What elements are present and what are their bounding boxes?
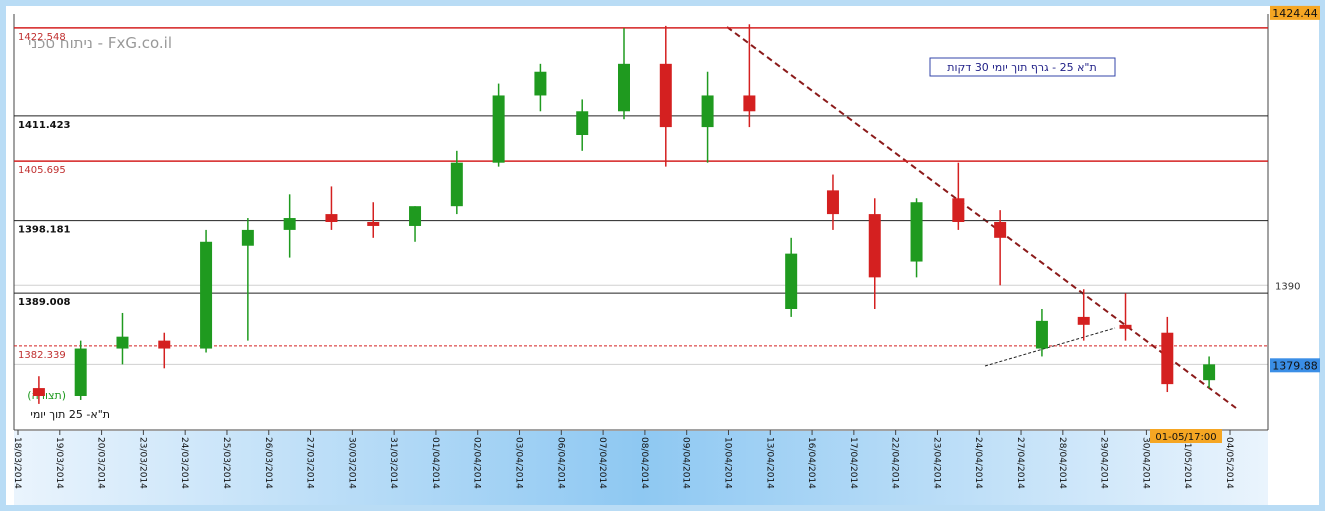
candle-body [241,229,254,246]
candle-body [367,222,380,226]
level-label: 1382.339 [18,350,66,361]
x-tick-label: 04/05/2014 [1224,437,1234,489]
x-tick-label: 01/04/2014 [430,437,440,489]
candle-body [826,190,839,215]
x-tick-label: 13/04/2014 [764,437,774,489]
level-label: 1411.423 [18,120,71,131]
candle-body [409,206,422,226]
chart-title: ת"א 25 - גרף תוך יומי 30 דקות [947,61,1096,74]
x-tick-label: 29/04/2014 [1099,437,1109,489]
cursor-box [1150,429,1222,443]
candle-body [32,388,45,396]
candle-body [868,214,881,278]
x-tick-label: 20/03/2014 [96,437,106,489]
x-tick-label: 09/04/2014 [681,437,691,489]
watermark: ניתוח טכני - FxG.co.il [28,34,172,52]
x-tick-label: 28/04/2014 [1057,437,1067,489]
candle-body [1035,320,1048,349]
x-tick-label: 19/03/2014 [54,437,64,489]
x-tick-label: 23/04/2014 [931,437,941,489]
cursor-label: 01-05/17:00 [1155,432,1216,443]
candle-body [1119,324,1132,329]
x-tick-label: 06/04/2014 [555,437,565,489]
candle-body [576,111,589,136]
candle-body [534,71,547,96]
candle-body [325,214,338,222]
level-label: 1422.548 [18,32,66,43]
trend-line [726,26,1237,409]
candle-body [283,218,296,230]
x-tick-label: 01/05/2014 [1182,437,1192,489]
candle-body [743,95,756,112]
candle-body [910,202,923,262]
level-label: 1389.008 [18,297,71,308]
x-axis-band [14,431,1268,505]
x-tick-label: 27/04/2014 [1015,437,1025,489]
candle-body [618,63,630,112]
level-label: 1398.181 [18,225,71,236]
x-tick-label: 26/03/2014 [263,437,273,489]
candle-body [158,340,171,349]
x-tick-label: 31/03/2014 [388,437,398,489]
x-tick-label: 10/04/2014 [722,437,732,489]
x-tick-label: 24/04/2014 [973,437,983,489]
x-tick-label: 25/03/2014 [221,437,231,489]
candle-body [200,241,213,349]
x-tick-label: 16/04/2014 [806,437,816,489]
candle-body [952,198,965,222]
x-tick-label: 02/04/2014 [472,437,482,489]
candle-body [994,222,1007,238]
x-tick-label: 22/04/2014 [890,437,900,489]
candle-body [785,253,798,309]
price-marker-label: 1379.88 [1272,359,1318,372]
candle-body [116,336,129,349]
instrument-label: ת"א- 25 תוך יומי [30,408,110,421]
candle-body [74,348,87,396]
candle-body [1077,316,1090,325]
x-tick-label: 17/04/2014 [848,437,858,489]
candle-body [492,95,505,163]
x-tick-label: 27/03/2014 [305,437,315,489]
y-tick-label: 1390 [1275,281,1300,292]
candle-body [701,95,714,128]
x-tick-label: 30/03/2014 [346,437,356,489]
candle-body [1161,332,1174,385]
price-marker-label: 1424.44 [1272,7,1318,20]
x-tick-label: 23/03/2014 [137,437,147,489]
x-tick-label: 24/03/2014 [179,437,189,489]
x-tick-label: 07/04/2014 [597,437,607,489]
title-box [929,57,1116,77]
x-tick-label: 30/04/2014 [1140,437,1150,489]
candle-body [1203,364,1216,381]
candle-body [659,63,672,128]
price-marker [1270,5,1320,20]
support-line [984,327,1116,367]
x-tick-label: 08/04/2014 [639,437,649,489]
x-tick-label: 03/04/2014 [514,437,524,489]
candle-body [450,162,463,207]
level-label: 1405.695 [18,165,66,176]
price-marker [1270,358,1320,373]
x-tick-label: 18/03/2014 [12,437,22,489]
